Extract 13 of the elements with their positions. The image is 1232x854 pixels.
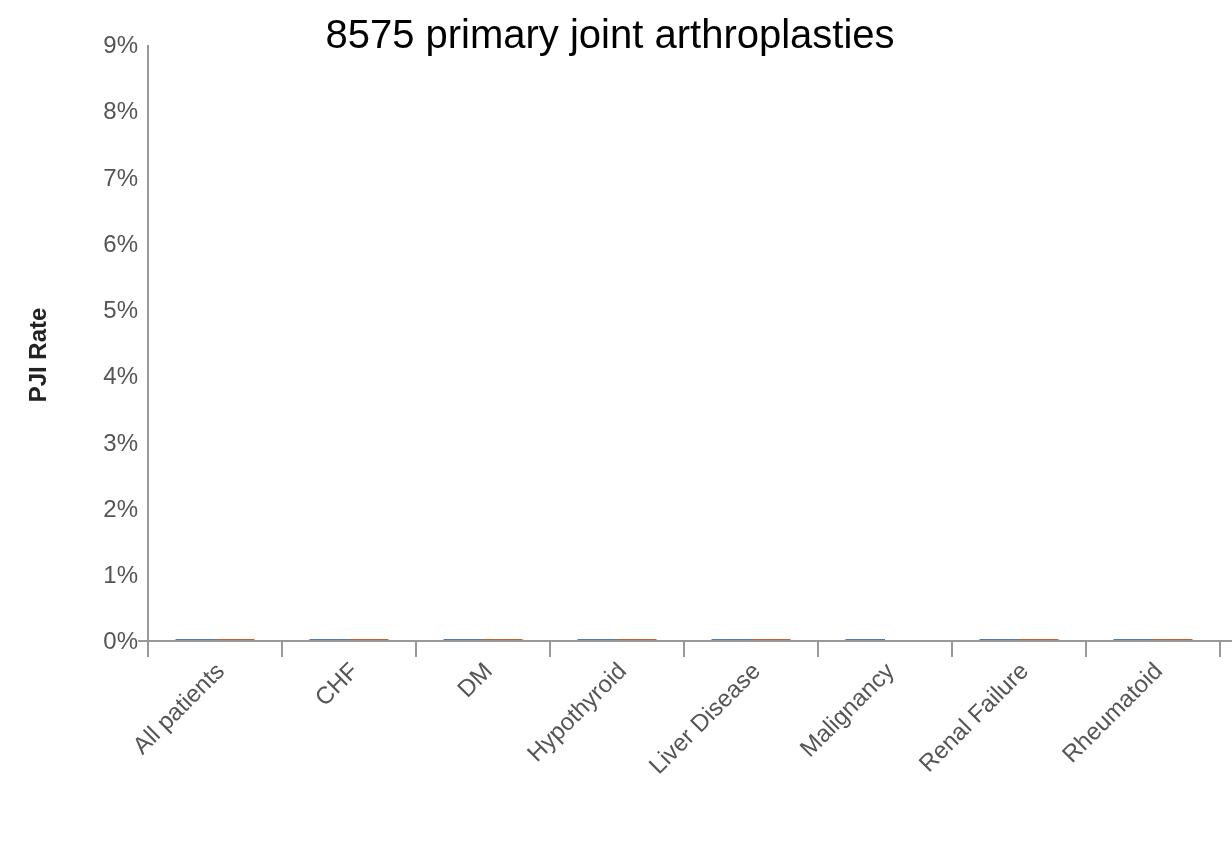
y-tick-label: 4% xyxy=(103,362,138,390)
x-tick-label: DM xyxy=(451,656,498,703)
y-tick-label: 9% xyxy=(103,31,138,59)
y-tick-label: 7% xyxy=(103,163,138,191)
y-tick-label: 5% xyxy=(103,296,138,324)
y-tick-label: 3% xyxy=(103,428,138,456)
y-tick-label: 8% xyxy=(103,97,138,125)
chart-title: 8575 primary joint arthroplasties xyxy=(325,12,895,56)
y-tick-label: 2% xyxy=(103,494,138,522)
y-tick-label: 6% xyxy=(103,229,138,257)
y-axis-title: PJI Rate xyxy=(24,307,51,403)
y-tick-label: 0% xyxy=(103,627,138,655)
y-tick-label: 1% xyxy=(103,560,138,588)
